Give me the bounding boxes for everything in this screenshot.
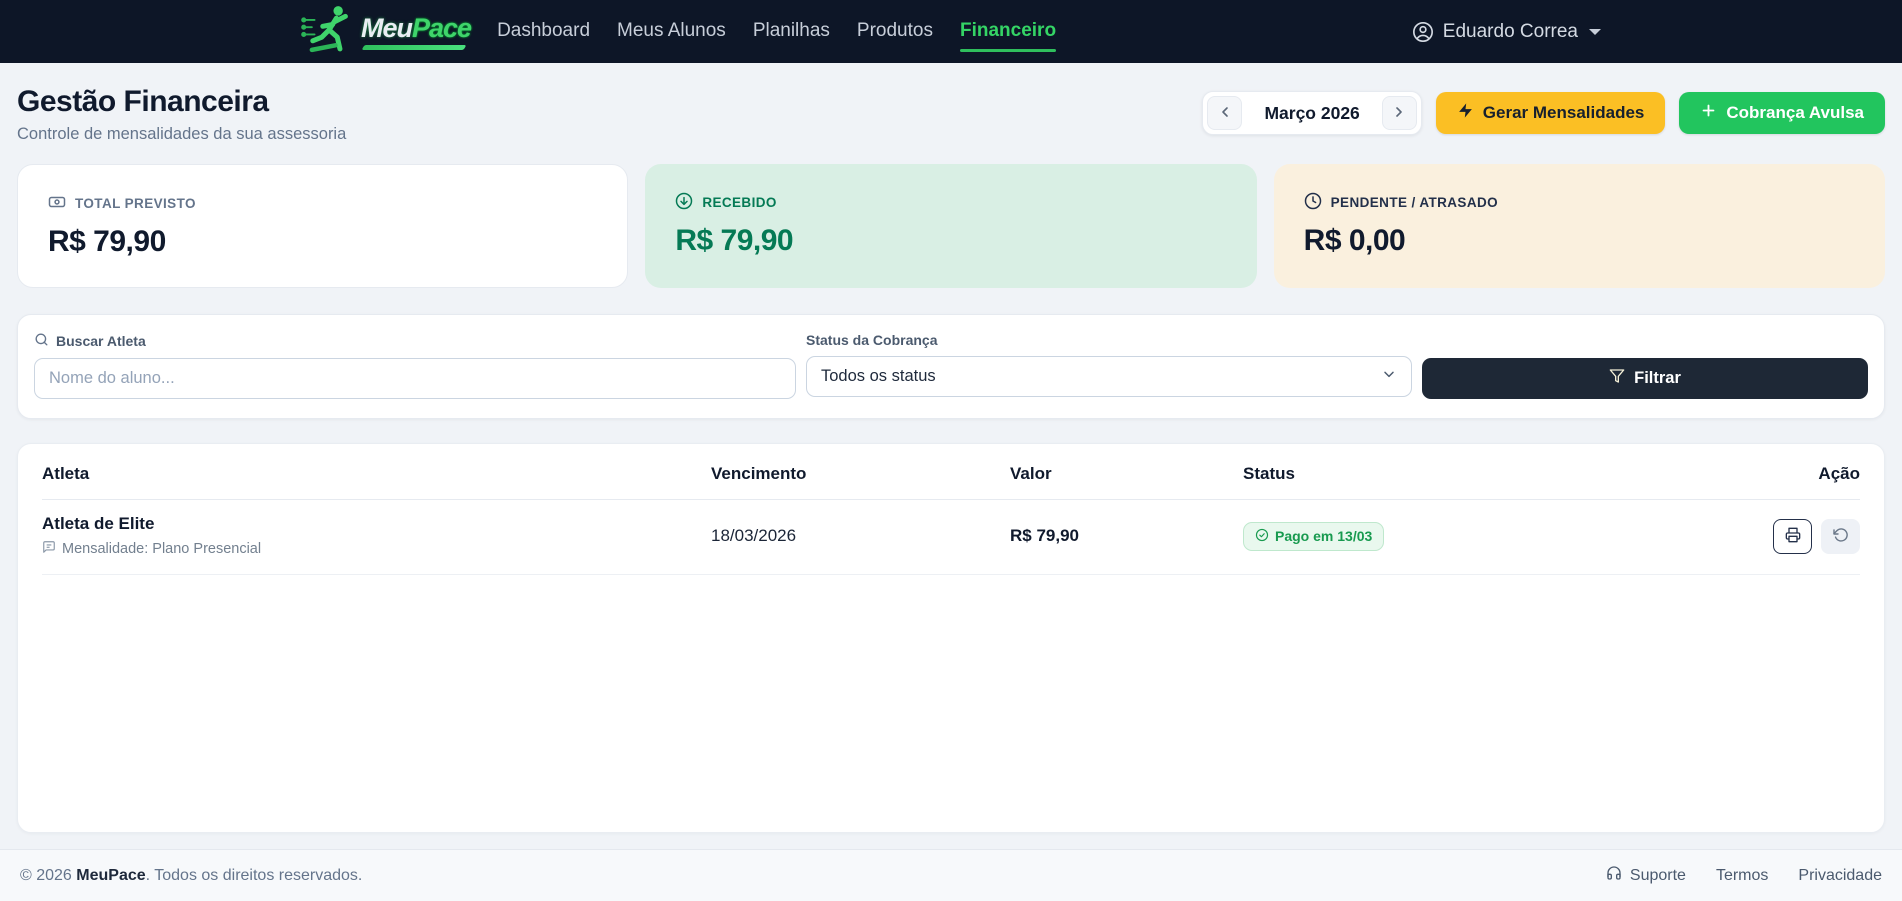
status-label: Status da Cobrança — [806, 332, 938, 348]
chevron-right-icon — [1391, 104, 1407, 123]
table-header-row: Atleta Vencimento Valor Status Ação — [42, 444, 1860, 500]
footer-link-privacidade[interactable]: Privacidade — [1798, 866, 1882, 884]
plus-icon — [1700, 102, 1717, 124]
funnel-icon — [1609, 368, 1625, 389]
athlete-plan-note: Mensalidade: Plano Presencial — [62, 541, 262, 557]
caret-down-icon — [1589, 28, 1601, 35]
page-title: Gestão Financeira — [17, 85, 269, 118]
nav-item-produtos[interactable]: Produtos — [856, 19, 933, 41]
athlete-cell: Atleta de Elite Mensalidade: Plano Prese… — [42, 514, 711, 558]
charges-table: Atleta Vencimento Valor Status Ação Atle… — [17, 443, 1885, 833]
search-label: Buscar Atleta — [34, 332, 796, 350]
nav-item-planilhas[interactable]: Planilhas — [752, 19, 830, 41]
status-cell: Pago em 13/03 — [1243, 521, 1730, 551]
next-month-button[interactable] — [1381, 96, 1417, 130]
filter-bar: Buscar Atleta Status da Cobrança Todos o… — [17, 314, 1885, 419]
month-selector: Março 2026 — [1202, 91, 1422, 135]
amount-cell: R$ 79,90 — [1010, 526, 1079, 545]
table-row: Atleta de Elite Mensalidade: Plano Prese… — [42, 500, 1860, 575]
note-icon — [42, 540, 56, 558]
actions-cell — [1730, 518, 1860, 554]
check-circle-icon — [1255, 528, 1269, 545]
nav-item-meus-alunos[interactable]: Meus Alunos — [617, 19, 726, 41]
footer-link-suporte[interactable]: Suporte — [1606, 865, 1686, 886]
headset-icon — [1606, 865, 1622, 886]
summary-cards: TOTAL PREVISTO R$ 79,90 RECEBIDO R$ 79,9… — [17, 164, 1885, 288]
card-value: R$ 79,90 — [48, 225, 166, 258]
card-value: R$ 79,90 — [675, 224, 794, 257]
page-header: Gestão Financeira Controle de mensalidad… — [17, 85, 1885, 144]
user-name: Eduardo Correa — [1442, 20, 1578, 42]
column-header-status: Status — [1243, 464, 1295, 483]
nav-links: Dashboard Meus Alunos Planilhas Produtos… — [497, 12, 1057, 52]
clock-icon — [1304, 192, 1322, 213]
footer-links: Suporte Termos Privacidade — [1606, 865, 1882, 886]
nav-item-financeiro[interactable]: Financeiro — [959, 12, 1057, 52]
status-badge: Pago em 13/03 — [1243, 521, 1385, 551]
search-icon — [34, 332, 49, 350]
print-receipt-button[interactable] — [1773, 518, 1812, 554]
card-total-previsto: TOTAL PREVISTO R$ 79,90 — [17, 164, 629, 288]
main-content: Gestão Financeira Controle de mensalidad… — [0, 63, 1902, 849]
user-menu[interactable]: Eduardo Correa — [1412, 21, 1601, 43]
header-actions: Março 2026 Gerar Mensalidades — [1202, 91, 1885, 135]
runner-logo-icon — [301, 3, 359, 60]
athlete-name: Atleta de Elite — [42, 514, 155, 533]
due-date-cell: 18/03/2026 — [711, 526, 797, 545]
cobranca-avulsa-button[interactable]: Cobrança Avulsa — [1679, 92, 1885, 134]
undo-payment-button[interactable] — [1821, 518, 1860, 554]
banknote-icon — [48, 193, 66, 214]
user-circle-icon — [1412, 21, 1434, 43]
brand-logo[interactable]: MeuPace — [301, 3, 472, 60]
column-header-valor: Valor — [1010, 464, 1052, 483]
navbar: MeuPace Dashboard Meus Alunos Planilhas … — [0, 0, 1902, 63]
card-label: RECEBIDO — [702, 195, 777, 210]
generate-mensalidades-button[interactable]: Gerar Mensalidades — [1435, 92, 1666, 134]
card-label: TOTAL PREVISTO — [75, 196, 196, 211]
page-subtitle: Controle de mensalidades da sua assessor… — [17, 125, 347, 143]
brand-underline — [361, 45, 467, 50]
copyright-text: © 2026 MeuPace. Todos os direitos reserv… — [20, 866, 363, 884]
search-input[interactable] — [34, 358, 796, 399]
card-pendente-atrasado: PENDENTE / ATRASADO R$ 0,00 — [1273, 164, 1885, 288]
footer-brand: MeuPace — [76, 866, 146, 884]
column-header-atleta: Atleta — [42, 464, 90, 483]
card-recebido: RECEBIDO R$ 79,90 — [645, 164, 1257, 288]
column-header-acao: Ação — [1818, 464, 1860, 483]
filter-button[interactable]: Filtrar — [1422, 358, 1868, 399]
footer: © 2026 MeuPace. Todos os direitos reserv… — [0, 849, 1902, 901]
arrow-down-circle-icon — [675, 192, 693, 213]
status-select-value: Todos os status — [821, 367, 936, 385]
month-label: Março 2026 — [1264, 102, 1360, 123]
card-label: PENDENTE / ATRASADO — [1330, 195, 1499, 210]
rotate-ccw-icon — [1832, 527, 1849, 546]
previous-month-button[interactable] — [1207, 96, 1243, 130]
card-value: R$ 0,00 — [1303, 224, 1406, 257]
footer-link-termos[interactable]: Termos — [1715, 866, 1769, 884]
chevron-down-icon — [1381, 366, 1397, 387]
printer-icon — [1785, 527, 1801, 546]
column-header-vencimento: Vencimento — [711, 464, 807, 483]
chevron-left-icon — [1217, 104, 1233, 123]
status-select[interactable]: Todos os status — [806, 356, 1412, 397]
brand-name: MeuPace — [361, 13, 472, 50]
nav-item-dashboard[interactable]: Dashboard — [497, 19, 591, 41]
lightning-icon — [1457, 102, 1474, 124]
